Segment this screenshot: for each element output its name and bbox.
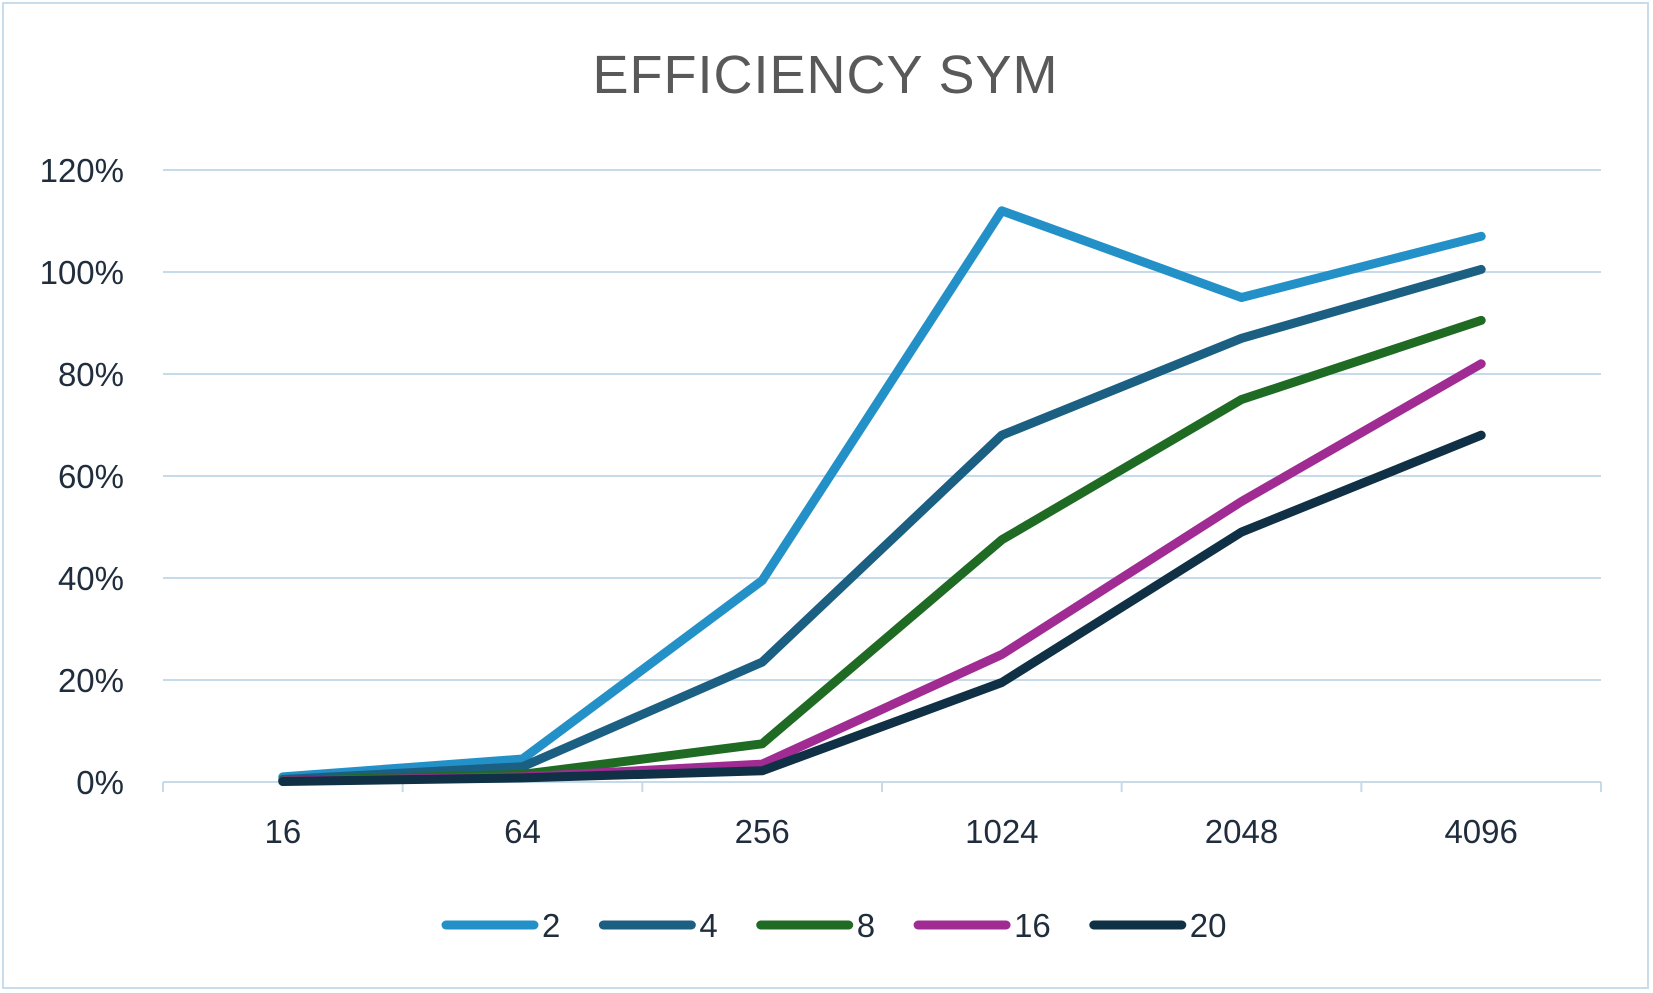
legend-label-2: 2 <box>542 907 560 944</box>
legend-label-20: 20 <box>1190 907 1227 944</box>
y-tick-label: 20% <box>58 662 124 699</box>
legend: 2 4 8 16 20 <box>441 907 1227 944</box>
y-tick-label: 0% <box>76 764 124 801</box>
y-tick-label: 60% <box>58 458 124 495</box>
x-tick-label: 64 <box>504 813 541 850</box>
legend-label-8: 8 <box>857 907 875 944</box>
series-lines <box>278 206 1486 786</box>
y-tick-label: 120% <box>40 152 124 189</box>
legend-label-16: 16 <box>1014 907 1051 944</box>
y-tick-label: 40% <box>58 560 124 597</box>
series-line-16 <box>278 359 1486 786</box>
y-tick-label: 100% <box>40 254 124 291</box>
series-line-2 <box>278 206 1486 782</box>
x-tick-label: 4096 <box>1444 813 1517 850</box>
y-tick-label: 80% <box>58 356 124 393</box>
x-tick-label: 16 <box>264 813 301 850</box>
x-tick-label: 1024 <box>965 813 1038 850</box>
gridlines <box>163 169 1601 681</box>
y-axis-tick-labels: 0% 20% 40% 60% 80% 100% 120% <box>40 152 124 801</box>
legend-label-4: 4 <box>699 907 717 944</box>
x-axis-tick-labels: 16 64 256 1024 2048 4096 <box>264 813 1517 850</box>
x-tick-label: 2048 <box>1205 813 1278 850</box>
x-tick-label: 256 <box>735 813 790 850</box>
series-line-4 <box>278 264 1486 784</box>
series-line-20 <box>278 430 1486 786</box>
chart-title: EFFICIENCY SYM <box>592 45 1059 105</box>
